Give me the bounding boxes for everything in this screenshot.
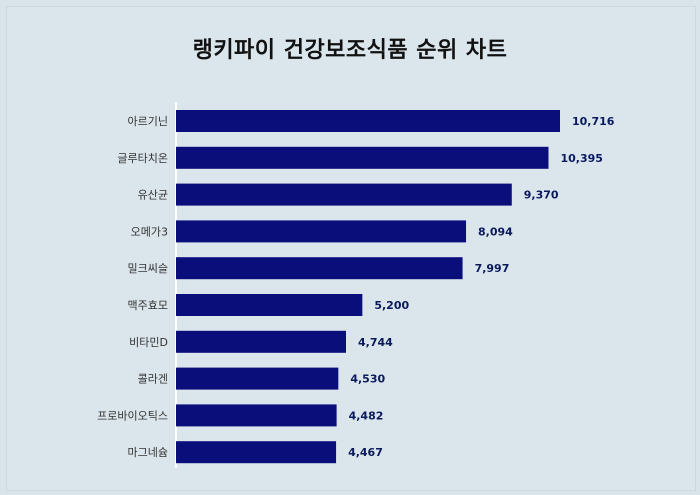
bar-8: [176, 367, 339, 390]
value-label: 4,744: [358, 336, 393, 349]
category-label: 글루타치온: [117, 152, 168, 165]
bar-6: [176, 294, 363, 316]
category-label: 밀크씨슬: [128, 262, 168, 275]
bar-9: [176, 404, 337, 427]
bar-1: [176, 110, 560, 132]
category-label: 아르기닌: [128, 115, 168, 128]
category-label: 오메가3: [131, 225, 168, 238]
category-label: 콜라겐: [138, 373, 168, 386]
category-label: 프로바이오틱스: [97, 409, 168, 422]
value-label: 4,530: [350, 373, 385, 386]
category-label: 유산균: [138, 189, 168, 202]
chart-frame: [6, 6, 696, 491]
value-label: 8,094: [478, 225, 513, 238]
value-label: 4,482: [349, 409, 384, 422]
chart-title: 랭키파이 건강보조식품 순위 차트: [192, 38, 508, 63]
value-label: 10,716: [572, 115, 615, 128]
category-label: 비타민D: [129, 336, 168, 349]
bar-2: [176, 146, 549, 169]
category-label: 맥주효모: [128, 299, 168, 312]
value-label: 10,395: [560, 152, 602, 165]
bar-7: [176, 330, 346, 353]
bar-3: [176, 183, 512, 206]
value-label: 9,370: [524, 189, 559, 202]
value-label: 4,467: [348, 446, 383, 459]
value-label: 7,997: [475, 262, 510, 275]
category-label: 마그네슘: [128, 446, 168, 459]
bar-4: [176, 220, 467, 243]
bar-5: [176, 257, 463, 280]
value-label: 5,200: [374, 299, 409, 312]
bar-10: [176, 441, 337, 464]
